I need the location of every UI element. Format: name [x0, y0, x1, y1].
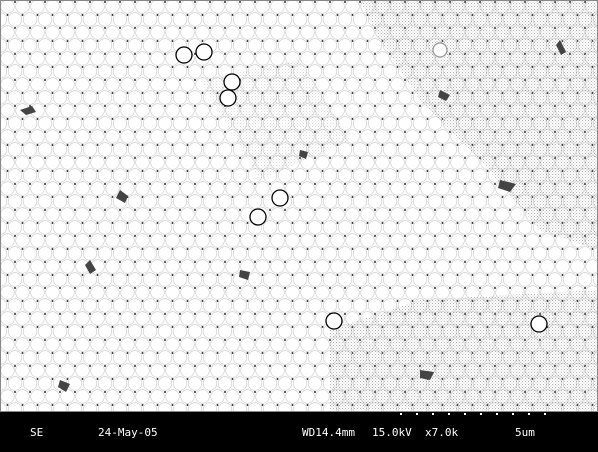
magnification: x7.0k — [425, 426, 458, 439]
detector: SE — [30, 426, 43, 439]
voltage: 15.0kV — [372, 426, 412, 439]
scale-label: 5um — [515, 426, 535, 439]
info-bar — [0, 412, 598, 452]
date: 24-May-05 — [98, 426, 158, 439]
sem-micrograph: SE 24-May-05 WD14.4mm 15.0kV x7.0k 5um — [0, 0, 598, 452]
working-distance: WD14.4mm — [302, 426, 355, 439]
